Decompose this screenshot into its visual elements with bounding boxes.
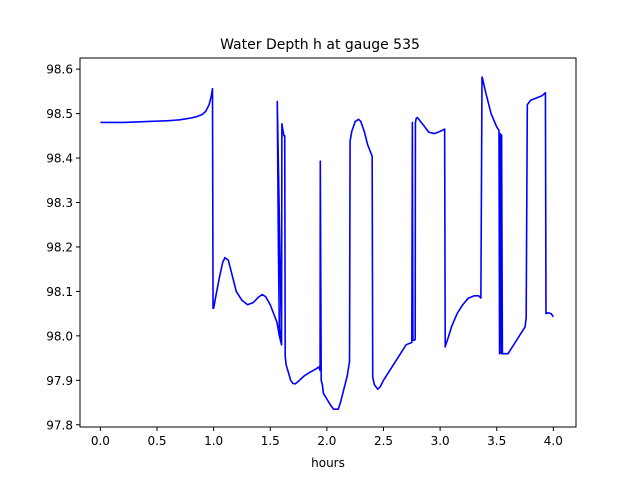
y-axis-ticks: 97.8 97.9 98.0 98.1 98.2 98.3 98.4 98.5 98.6 xyxy=(46,63,80,432)
y-tick-label: 97.8 xyxy=(46,418,73,432)
y-tick-label: 98.1 xyxy=(46,285,73,299)
plot-frame xyxy=(79,57,577,428)
y-tick-label: 98.5 xyxy=(46,107,73,121)
chart-title: Water Depth h at gauge 535 xyxy=(220,37,420,53)
y-tick-label: 98.4 xyxy=(46,152,73,166)
x-tick-label: 0.5 xyxy=(147,434,166,448)
y-tick-label: 98.2 xyxy=(46,240,73,254)
plot-area xyxy=(100,76,554,411)
x-tick-label: 1.0 xyxy=(204,434,223,448)
x-axis-ticks: 0.0 0.5 1.0 1.5 2.0 2.5 3.0 3.5 4.0 xyxy=(91,427,563,448)
x-tick-label: 0.0 xyxy=(91,434,110,448)
x-tick-label: 2.5 xyxy=(374,434,393,448)
y-tick-label: 98.0 xyxy=(46,329,73,343)
x-axis-label: hours xyxy=(311,456,345,470)
x-tick-label: 4.0 xyxy=(544,434,563,448)
x-tick-label: 3.0 xyxy=(431,434,450,448)
y-tick-label: 98.3 xyxy=(46,196,73,210)
series-line-0 xyxy=(100,76,554,411)
x-tick-label: 2.0 xyxy=(317,434,336,448)
y-tick-label: 97.9 xyxy=(46,374,73,388)
x-tick-label: 3.5 xyxy=(487,434,506,448)
y-tick-label: 98.6 xyxy=(46,63,73,77)
x-tick-label: 1.5 xyxy=(261,434,280,448)
